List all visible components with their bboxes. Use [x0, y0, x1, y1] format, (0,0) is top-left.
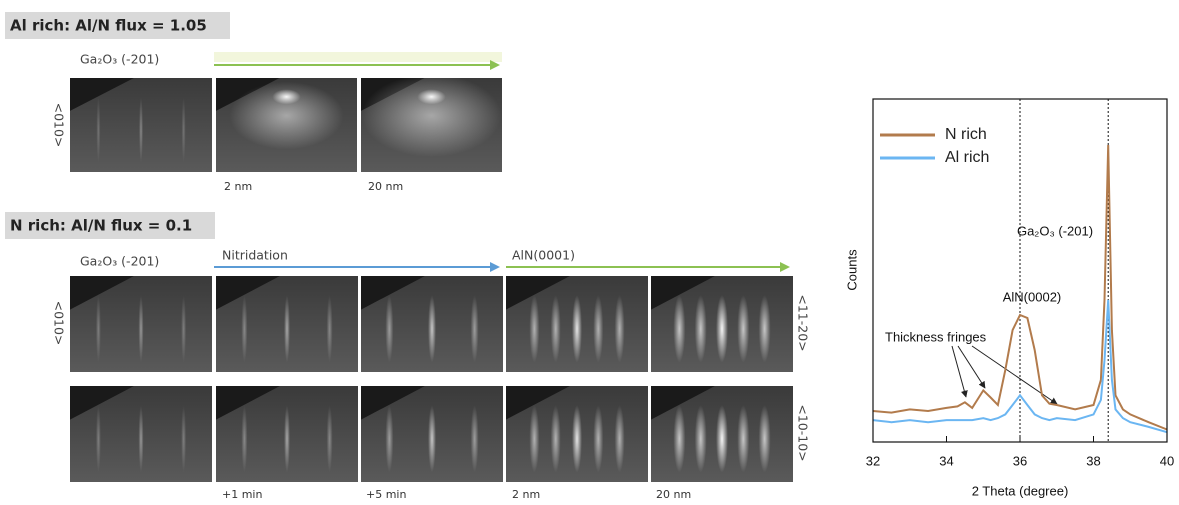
streak	[615, 295, 625, 362]
streak	[572, 405, 582, 472]
annotation: AlN(0002)	[1003, 289, 1062, 304]
caption: 2 nm	[224, 180, 252, 193]
streak	[96, 97, 100, 163]
legend-label: N rich	[945, 126, 987, 143]
streak	[139, 295, 144, 362]
substrate-label: Ga₂O₃ (-201)	[80, 52, 159, 67]
streak	[241, 405, 247, 472]
xrd-chart: Counts 2 Theta (degree) AlN(0002) Ga₂O₃ …	[844, 99, 1174, 498]
streak	[96, 405, 101, 472]
glow	[362, 74, 502, 157]
stage-label: Nitridation	[222, 248, 288, 263]
streak	[96, 295, 101, 362]
x-axis-label: 2 Theta (degree)	[972, 483, 1069, 498]
streak	[181, 405, 186, 472]
streak	[284, 295, 290, 362]
streak	[139, 405, 144, 472]
arrow-head	[780, 262, 790, 272]
streak	[572, 295, 582, 362]
stage-label: AlN(0001)	[512, 248, 575, 263]
glow	[272, 89, 300, 104]
streak	[737, 295, 749, 362]
streak	[181, 295, 186, 362]
streak	[759, 405, 771, 472]
caption: 2 nm	[512, 488, 540, 501]
streak	[673, 405, 685, 472]
streak	[716, 405, 728, 472]
arrow-bg	[214, 52, 502, 62]
streak	[471, 295, 479, 362]
streak	[695, 405, 707, 472]
streak	[182, 97, 186, 163]
streak	[615, 405, 625, 472]
streak	[428, 405, 436, 472]
y-axis-label: Counts	[844, 249, 859, 291]
streak	[471, 405, 479, 472]
figure: Al rich: Al/N flux = 1.05 N rich: Al/N f…	[0, 0, 1179, 505]
azimuth-label: <010>	[52, 103, 67, 148]
azimuth-label: <11-20>	[796, 294, 811, 351]
streak	[716, 295, 728, 362]
streak	[759, 295, 771, 362]
streak	[529, 405, 539, 472]
streak	[551, 405, 561, 472]
caption: 20 nm	[368, 180, 403, 193]
x-tick-label: 34	[939, 453, 953, 468]
legend-label: Al rich	[945, 149, 989, 166]
caption: +5 min	[366, 488, 406, 501]
annotation: Thickness fringes	[885, 329, 987, 344]
azimuth-label: <010>	[52, 301, 67, 346]
streak	[593, 295, 603, 362]
streak	[673, 295, 685, 362]
streak	[529, 295, 539, 362]
substrate-label: Ga₂O₃ (-201)	[80, 254, 159, 269]
azimuth-label: <10-10>	[796, 404, 811, 461]
x-tick-label: 32	[866, 453, 880, 468]
header: Al rich: Al/N flux = 1.05	[10, 17, 207, 35]
plot-frame	[873, 99, 1167, 442]
streak	[327, 295, 333, 362]
streak	[385, 405, 393, 472]
streak	[695, 295, 707, 362]
pointer	[952, 346, 966, 397]
streak	[428, 295, 436, 362]
streak	[241, 295, 247, 362]
caption: 20 nm	[656, 488, 691, 501]
streak	[385, 295, 393, 362]
glow	[417, 89, 445, 104]
x-tick-label: 40	[1160, 453, 1174, 468]
streak	[551, 295, 561, 362]
x-tick-label: 38	[1086, 453, 1100, 468]
streak	[327, 405, 333, 472]
arrow-head	[490, 262, 500, 272]
pointer	[972, 346, 1057, 404]
x-tick-label: 36	[1013, 453, 1027, 468]
streak	[139, 97, 143, 163]
rheed-images	[70, 74, 793, 482]
streak	[737, 405, 749, 472]
streak	[284, 405, 290, 472]
header: N rich: Al/N flux = 0.1	[10, 217, 192, 235]
annotation: Ga₂O₃ (-201)	[1017, 223, 1093, 238]
streak	[593, 405, 603, 472]
caption: +1 min	[222, 488, 262, 501]
